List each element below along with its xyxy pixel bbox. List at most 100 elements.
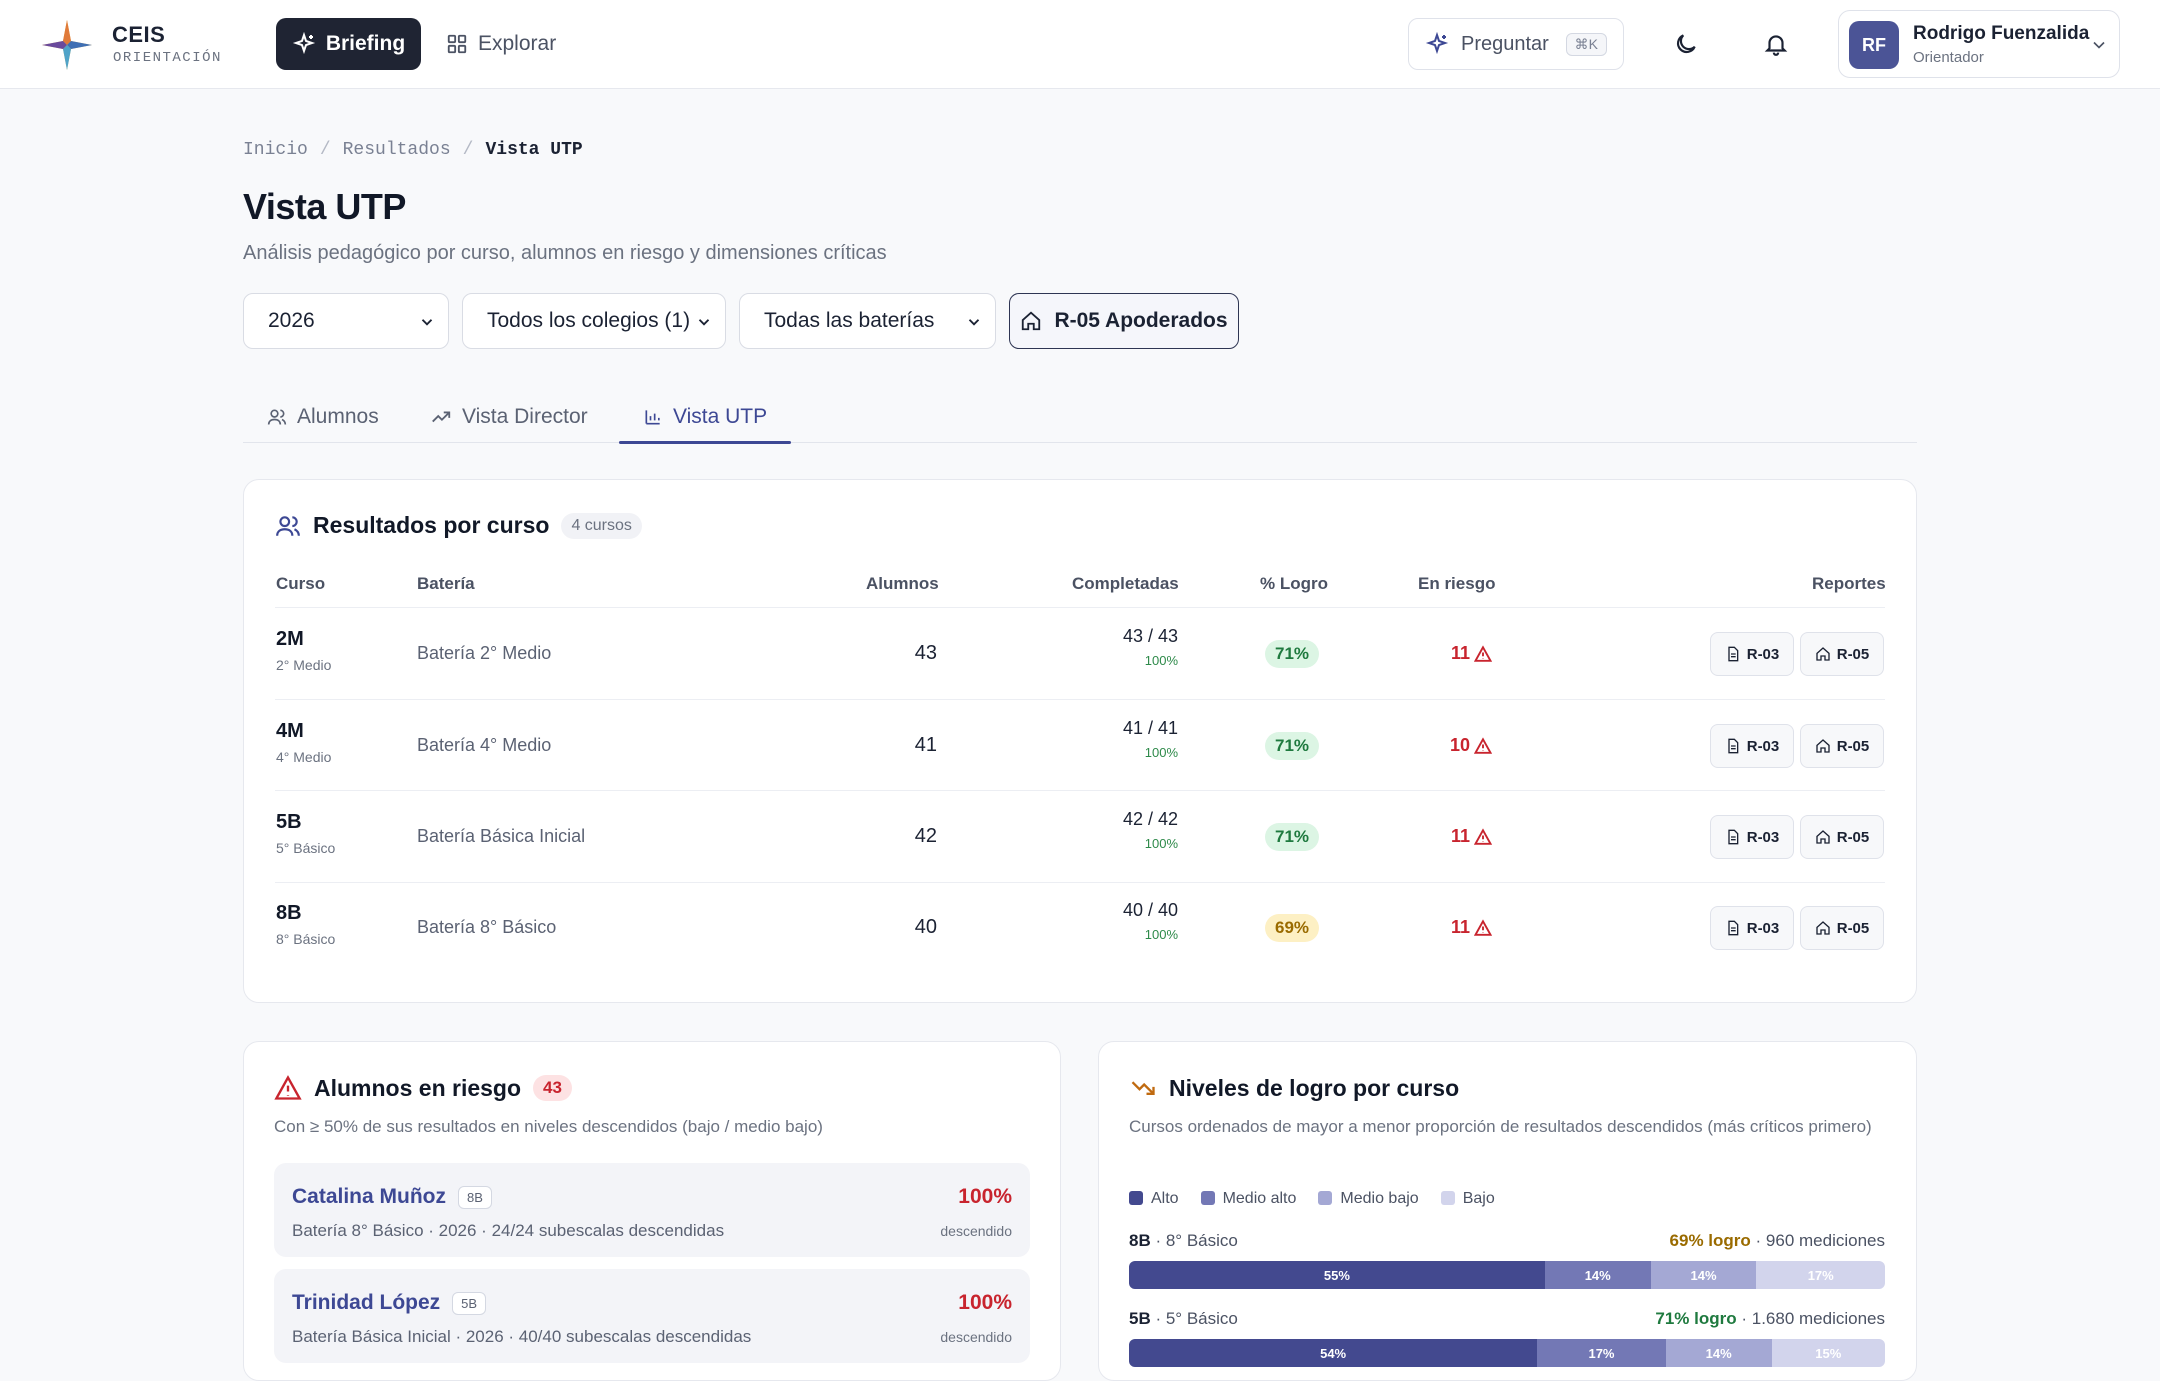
bateria-select[interactable]: Todas las baterías [739, 293, 996, 349]
alert-triangle-icon [1474, 644, 1492, 662]
r03-report-button[interactable]: R-03 [1710, 906, 1794, 950]
tab-alumnos[interactable]: Alumnos [267, 390, 379, 443]
view-tabs: Alumnos Vista Director Vista UTP [243, 390, 1917, 444]
user-menu[interactable]: RF Rodrigo Fuenzalida Orientador [1838, 10, 2120, 78]
nivel-row-header: 8B · 8° Básico 69% logro · 960 medicione… [1129, 1231, 1885, 1251]
completadas-value: 42 / 42 [1122, 809, 1178, 829]
curso-cell: 2M 2° Medio [276, 628, 331, 673]
col-header-curso: Curso [276, 574, 326, 593]
sparkle-icon [292, 32, 315, 55]
alert-triangle-icon [274, 1075, 302, 1100]
table-divider [275, 882, 1885, 883]
nivel-stacked-bar: 55% 14% 14% 17% [1129, 1261, 1885, 1289]
riesgo-value: 10 [1449, 735, 1470, 755]
r03-report-button[interactable]: R-03 [1710, 815, 1794, 859]
curso-cell: 8B 8° Básico [276, 902, 335, 947]
completadas-value: 40 / 40 [1122, 900, 1178, 920]
r05-report-button[interactable]: R-05 [1800, 724, 1884, 768]
year-select[interactable]: 2026 [243, 293, 449, 349]
r05-label: R-05 [1836, 828, 1870, 846]
nivel-summary: 69% logro · 960 mediciones [1670, 1231, 1885, 1251]
r05-report-button[interactable]: R-05 [1800, 906, 1884, 950]
nivel-course-code: 8B [1129, 1231, 1151, 1250]
r05-label: R-05 [1836, 919, 1870, 937]
completadas-pct: 100% [1144, 836, 1178, 851]
r03-label: R-03 [1746, 645, 1780, 663]
r05-apoderados-button[interactable]: R-05 Apoderados [1009, 293, 1239, 349]
curso-code: 4M [276, 720, 304, 742]
niveles-card-title: Niveles de logro por curso [1129, 1074, 1459, 1102]
legend-item-medio-bajo: Medio bajo [1318, 1190, 1419, 1208]
logro-badge: 71% [1265, 732, 1320, 760]
student-name-text: Trinidad López [292, 1291, 441, 1314]
nav-briefing-button[interactable]: Briefing [276, 18, 421, 70]
nivel-course-code: 5B [1129, 1309, 1151, 1328]
curso-level: 5° Básico [276, 840, 336, 856]
bar-segment-medio-bajo: 14% [1650, 1261, 1757, 1289]
nivel-summary: 71% logro · 1.680 mediciones [1655, 1309, 1885, 1329]
curso-level: 4° Medio [276, 749, 332, 765]
legend-swatch [1200, 1191, 1215, 1205]
tab-alumnos-label: Alumnos [297, 404, 379, 428]
alumnos-cell: 42 [914, 825, 937, 847]
results-card [243, 479, 1917, 1003]
bar-segment-alto: 54% [1129, 1339, 1538, 1367]
r05-label: R-05 [1836, 737, 1870, 755]
bateria-cell: Batería Básica Inicial [417, 826, 586, 846]
notifications-button[interactable] [1758, 26, 1794, 62]
breadcrumb-inicio[interactable]: Inicio [243, 140, 308, 160]
bar-chart-icon [645, 409, 660, 424]
completadas-pct: 100% [1144, 745, 1178, 760]
year-select-value: 2026 [268, 309, 315, 332]
alumnos-cell: 40 [914, 916, 937, 938]
bar-segment-medio-bajo: 14% [1665, 1339, 1772, 1367]
riesgo-count-badge: 43 [533, 1075, 572, 1101]
ceis-logo[interactable] [40, 18, 94, 72]
legend-item-medio-alto: Medio alto [1200, 1190, 1296, 1208]
bar-segment-medio-alto: 14% [1544, 1261, 1651, 1289]
nivel-mediciones: · 1.680 mediciones [1741, 1309, 1885, 1328]
table-divider [275, 790, 1885, 791]
curso-cell: 5B 5° Básico [276, 811, 335, 856]
breadcrumb-resultados[interactable]: Resultados [342, 140, 451, 160]
student-name: Trinidad López 5B [292, 1291, 487, 1315]
r05-report-button[interactable]: R-05 [1800, 815, 1884, 859]
colegio-select[interactable]: Todos los colegios (1) [462, 293, 726, 349]
file-icon [1728, 829, 1739, 845]
users-icon [267, 409, 287, 425]
nivel-course-level: · 8° Básico [1155, 1231, 1238, 1250]
file-icon [1728, 646, 1739, 662]
ask-button[interactable]: Preguntar ⌘K [1408, 18, 1624, 70]
logro-badge: 71% [1265, 823, 1320, 851]
completadas-cell: 40 / 40 100% [1038, 900, 1178, 942]
legend-label: Bajo [1462, 1190, 1495, 1207]
r05-report-button[interactable]: R-05 [1800, 632, 1884, 676]
r03-report-button[interactable]: R-03 [1710, 632, 1794, 676]
breadcrumb-current: Vista UTP [485, 140, 583, 160]
home-icon [1816, 739, 1830, 753]
student-pct: 100% [958, 1291, 1012, 1314]
breadcrumb-separator: / [462, 140, 474, 160]
curso-level: 8° Básico [276, 931, 336, 947]
list-item[interactable]: Trinidad López 5B Batería Básica Inicial… [274, 1269, 1030, 1363]
chevron-down-icon [421, 319, 433, 326]
riesgo-title-text: Alumnos en riesgo [314, 1074, 522, 1101]
nav-explorar-button[interactable]: Explorar [446, 18, 556, 70]
tab-vista-utp[interactable]: Vista UTP [618, 390, 792, 444]
breadcrumb: Inicio / Resultados / Vista UTP [243, 140, 583, 160]
theme-toggle-button[interactable] [1668, 26, 1704, 62]
logro-cell: 69% [1265, 914, 1320, 942]
moon-icon [1676, 34, 1696, 54]
r03-report-button[interactable]: R-03 [1710, 724, 1794, 768]
logro-cell: 71% [1265, 732, 1320, 760]
list-item[interactable]: Catalina Muñoz 8B Batería 8° Básico · 20… [274, 1163, 1030, 1257]
student-course-tag: 5B [452, 1291, 487, 1315]
riesgo-card-title: Alumnos en riesgo 43 [274, 1074, 572, 1102]
nivel-logro: 69% logro [1669, 1231, 1751, 1250]
tab-vista-director[interactable]: Vista Director [430, 390, 588, 443]
brand-subtitle: ORIENTACIÓN [113, 50, 222, 66]
ask-shortcut: ⌘K [1565, 32, 1607, 56]
nivel-course-level: · 5° Básico [1155, 1309, 1238, 1328]
results-title-text: Resultados por curso [313, 512, 550, 538]
curso-code: 5B [276, 811, 302, 833]
